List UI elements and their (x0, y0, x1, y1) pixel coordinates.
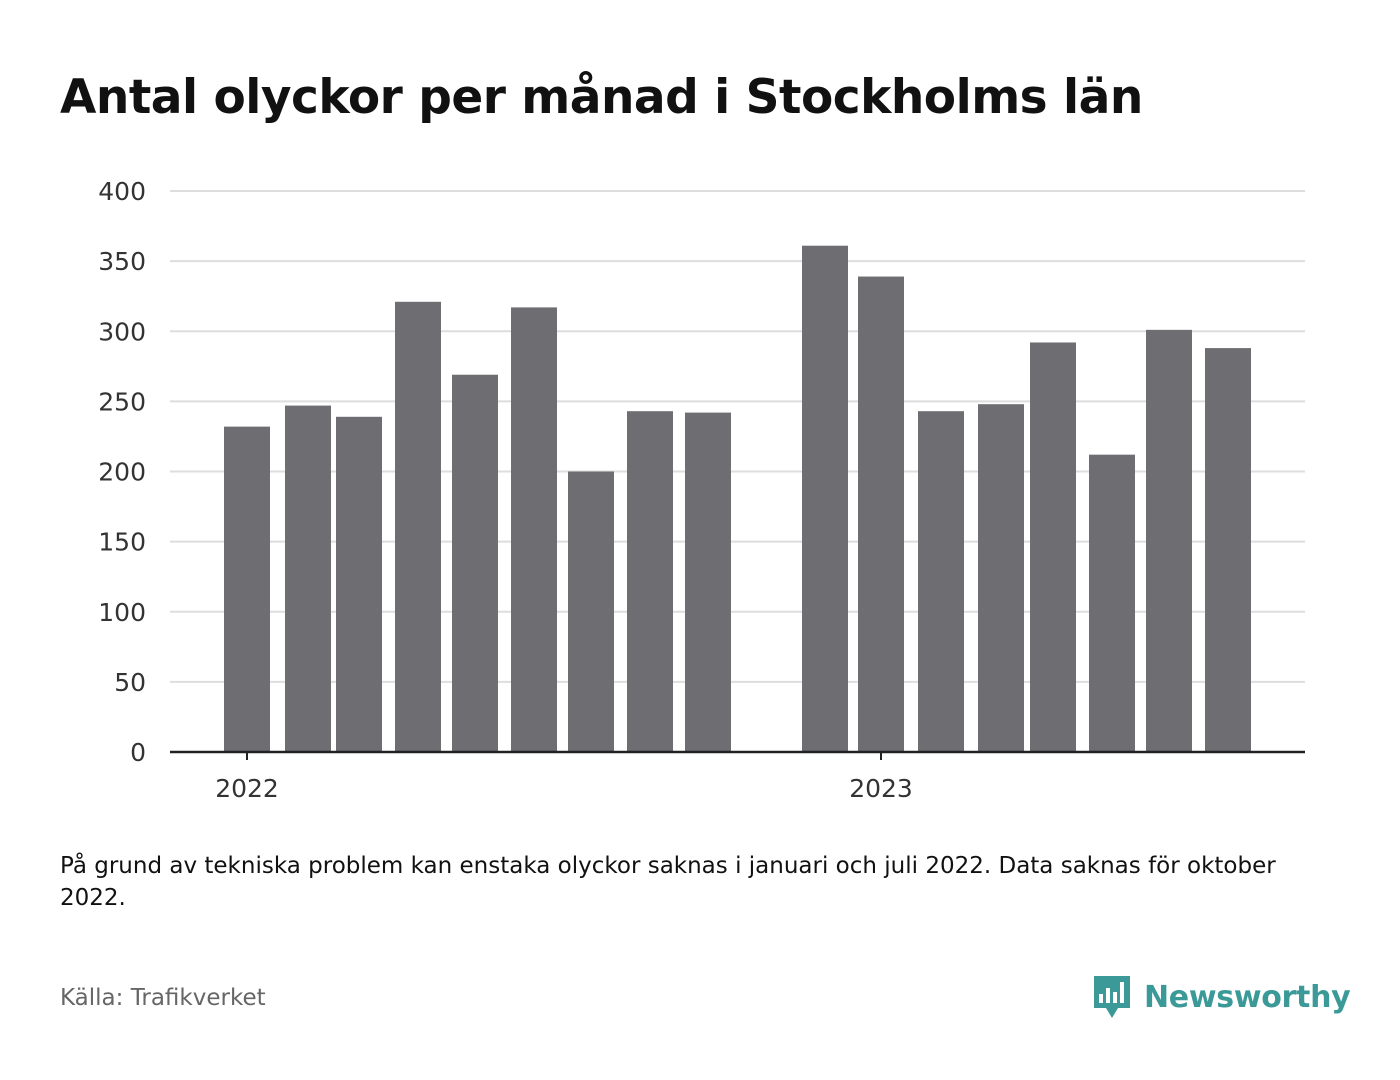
bars (224, 245, 1251, 752)
bar-2022-01 (224, 426, 270, 752)
bar-2023-06 (1146, 329, 1192, 752)
bar-2022-02 (285, 405, 331, 752)
y-tick-label-50: 50 (114, 668, 146, 697)
y-tick-label-250: 250 (98, 387, 146, 416)
bar-2022-08 (627, 411, 673, 752)
x-tick-label-2022: 2022 (215, 774, 279, 803)
bar-2023-05 (1089, 454, 1135, 752)
bar-2023-03 (978, 404, 1024, 752)
y-tick-label-150: 150 (98, 528, 146, 557)
y-tick-label-400: 400 (98, 177, 146, 206)
bar-2022-07 (568, 471, 614, 752)
bar-2022-05 (452, 374, 498, 752)
newsworthy-logo-icon (1094, 976, 1130, 1018)
bar-2023-02 (918, 411, 964, 752)
brand-logo: Newsworthy (1090, 972, 1351, 1022)
chart-title: Antal olyckor per månad i Stockholms län (60, 70, 1143, 125)
bar-2023-01 (858, 276, 904, 752)
y-tick-label-200: 200 (98, 458, 146, 487)
x-axis: 2022 2023 (170, 750, 1305, 803)
footnote: På grund av tekniska problem kan enstaka… (60, 853, 1276, 911)
bar-2023-04 (1030, 342, 1076, 752)
x-tick-label-2023: 2023 (849, 774, 913, 803)
brand-name: Newsworthy (1144, 979, 1351, 1015)
bar-2022-06 (511, 307, 557, 752)
y-tick-label-350: 350 (98, 247, 146, 276)
bar-2022-09 (685, 412, 731, 752)
bar-2022-04 (395, 301, 441, 752)
y-axis-labels: 0 50 100 150 200 250 300 350 400 (98, 177, 146, 767)
y-tick-label-100: 100 (98, 598, 146, 627)
y-tick-label-300: 300 (98, 317, 146, 346)
y-tick-label-0: 0 (130, 738, 146, 767)
bar-chart: 0 50 100 150 200 250 300 350 400 2022 2023 (98, 177, 1305, 803)
bar-2022-12 (802, 245, 848, 752)
bar-2022-03 (336, 416, 382, 752)
source-label: Källa: Trafikverket (60, 985, 266, 1011)
bar-2023-07 (1205, 348, 1251, 752)
